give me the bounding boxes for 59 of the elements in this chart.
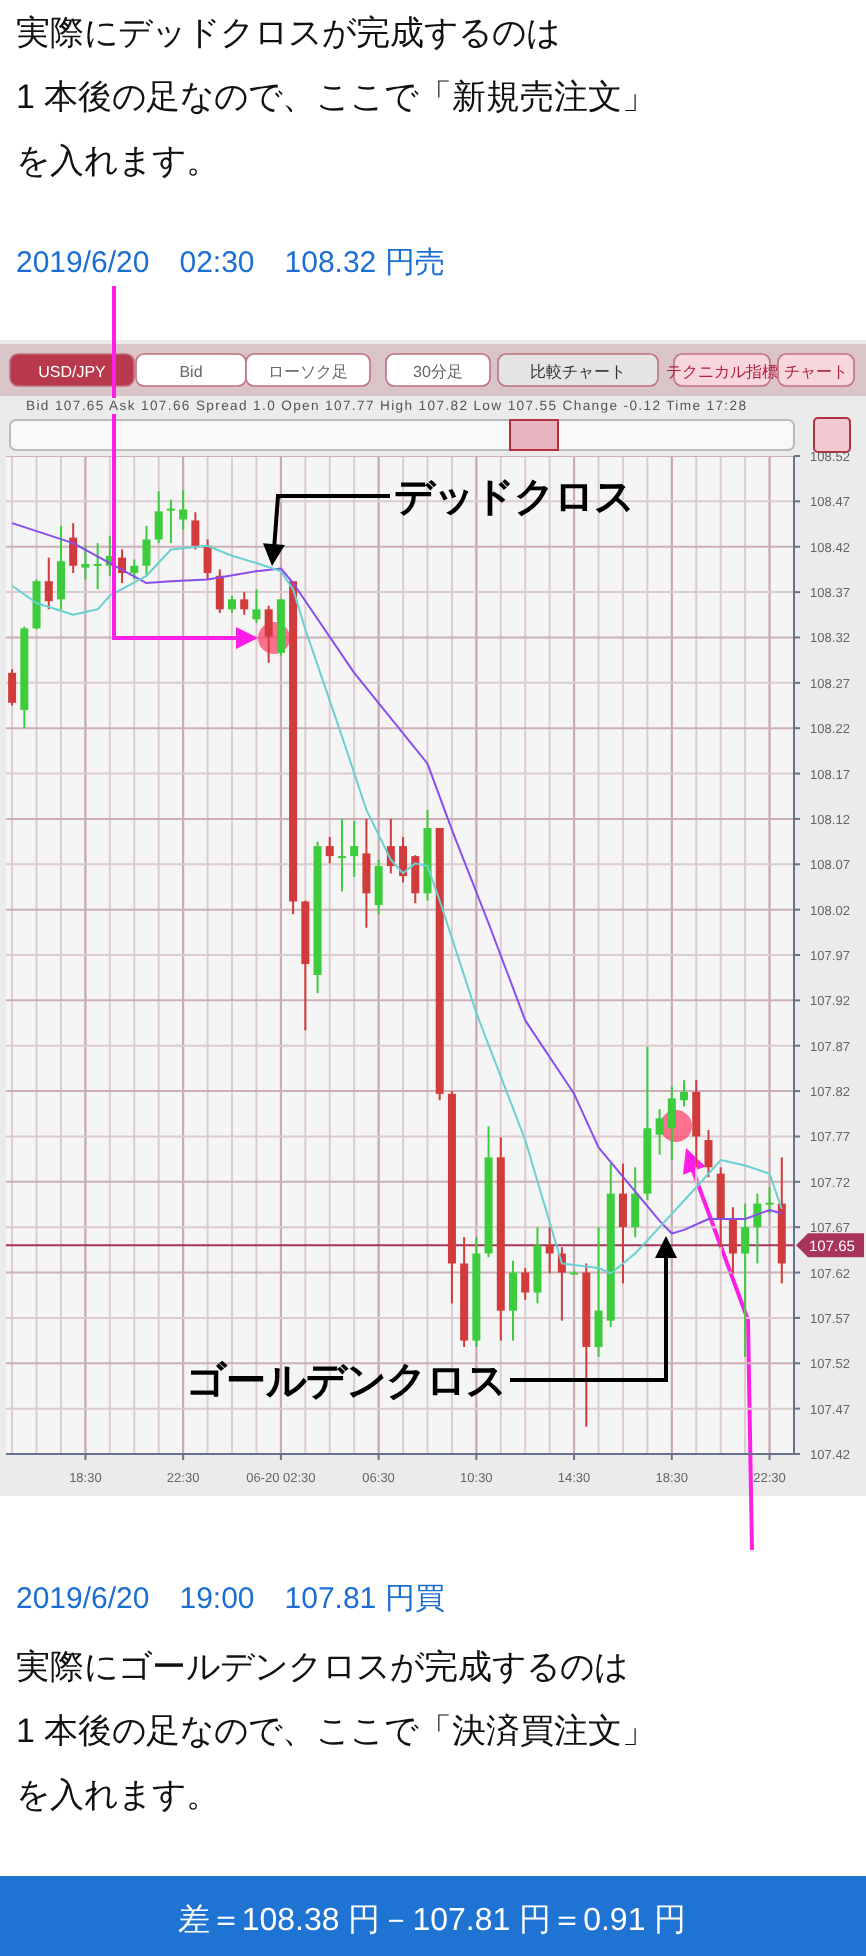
text: 比較チャート: [530, 363, 626, 381]
candlestick: [81, 544, 90, 581]
candlestick: [142, 524, 151, 577]
candlestick: [179, 489, 188, 531]
text: USD/JPY: [38, 363, 108, 381]
candlestick: [130, 558, 139, 581]
candlestick: [411, 854, 420, 905]
candlestick: [93, 542, 102, 591]
text: Bid: [179, 363, 203, 381]
annotation: ゴールデンクロス: [186, 1360, 506, 1404]
text: テクニカル指標: [666, 363, 778, 381]
candlestick: [509, 1259, 518, 1342]
candlestick: [765, 1186, 774, 1215]
candlestick: [191, 511, 200, 551]
candlestick: [374, 858, 383, 916]
candlestick: [716, 1166, 725, 1249]
chart-subtitle: 1 本後の足なので、ここで「新規売注文」: [16, 78, 657, 116]
text: 30分足: [413, 363, 463, 381]
candlestick: [741, 1202, 750, 1358]
text: を入れます。: [16, 142, 220, 180]
candlestick: [8, 668, 17, 707]
text: ローソク足: [268, 363, 348, 381]
candlestick: [350, 819, 359, 878]
chart-title: 実際にデッドクロスが完成するのは: [16, 14, 560, 52]
candlestick: [692, 1079, 701, 1169]
candlestick: [521, 1267, 530, 1301]
candlestick: [215, 568, 224, 614]
text: 実際にゴールデンクロスが完成するのは: [16, 1648, 628, 1686]
candlestick: [166, 498, 175, 545]
candlestick: [533, 1226, 542, 1305]
candlestick: [264, 604, 273, 664]
candlestick: [618, 1162, 627, 1285]
candlestick: [154, 490, 163, 545]
candlestick: [667, 1085, 676, 1162]
candlestick: [252, 588, 261, 624]
candlestick: [203, 538, 212, 581]
candlestick: [337, 817, 346, 893]
candlestick: [32, 578, 41, 631]
text: チャート: [784, 363, 848, 381]
candlestick: [594, 1226, 603, 1358]
candlestick: [728, 1206, 737, 1275]
candlestick: [399, 836, 408, 884]
candlestick: [631, 1166, 640, 1239]
candlestick: [545, 1226, 554, 1275]
text: 2019/6/20 19:00 107.81 円買: [16, 1582, 445, 1616]
text: 差＝108.38 円－107.81 円＝0.91 円: [177, 1902, 687, 1938]
candlestick: [362, 817, 371, 929]
annotation: デッドクロス: [394, 476, 634, 520]
candlestick: [69, 522, 78, 575]
candlestick: [680, 1079, 689, 1108]
candlestick: [44, 556, 53, 611]
candlestick: [56, 524, 65, 611]
candlestick: [655, 1108, 664, 1156]
candlestick: [704, 1129, 713, 1179]
text: 1 本後の足なので、ここで「決済買注文」: [16, 1712, 657, 1750]
candlestick: [240, 591, 249, 616]
text: を入れます。: [16, 1776, 220, 1814]
text: 2019/6/20 02:30 108.32 円売: [16, 246, 445, 280]
candlestick: [325, 836, 334, 865]
